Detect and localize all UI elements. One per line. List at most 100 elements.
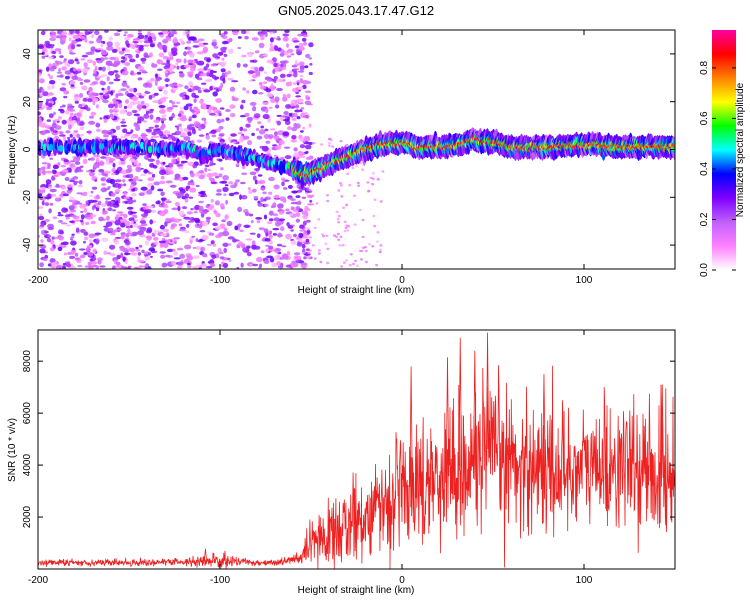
noise-cell (298, 61, 305, 67)
noise-cell (290, 240, 297, 246)
noise-cell (69, 255, 76, 259)
noise-cell (48, 208, 52, 214)
noise-cell (119, 109, 126, 115)
noise-cell (58, 50, 62, 55)
noise-cell (279, 210, 285, 214)
noise-cell (79, 121, 85, 126)
noise-cell (89, 157, 95, 161)
noise-cell (49, 157, 54, 160)
noise-cell (331, 145, 335, 148)
noise-cell (173, 177, 180, 181)
noise-cell (185, 187, 189, 192)
noise-cell (260, 250, 265, 254)
noise-cell (111, 173, 117, 176)
noise-cell (193, 255, 200, 259)
noise-cell (86, 59, 93, 63)
noise-cell (268, 245, 274, 250)
noise-cell (209, 85, 213, 91)
noise-cell (184, 244, 192, 250)
noise-cell (273, 217, 280, 222)
noise-cell (140, 57, 147, 62)
noise-cell (118, 102, 123, 109)
noise-cell (122, 128, 128, 133)
noise-cell (206, 173, 214, 178)
noise-cell (110, 115, 115, 120)
noise-cell (73, 96, 81, 102)
x-tick-label: 100 (576, 275, 593, 286)
noise-cell (172, 248, 176, 252)
noise-cell (135, 100, 143, 105)
noise-cell (128, 217, 135, 222)
noise-cell (172, 50, 177, 57)
noise-cell (220, 47, 227, 52)
noise-cell (99, 117, 103, 120)
noise-cell (42, 104, 48, 109)
noise-cell (183, 217, 192, 220)
noise-cell (197, 126, 202, 131)
noise-cell (73, 157, 81, 162)
noise-cell (306, 229, 311, 235)
noise-cell (40, 239, 44, 243)
noise-cell (242, 63, 248, 68)
noise-cell (127, 198, 134, 205)
noise-cell (69, 52, 76, 55)
noise-cell (337, 238, 341, 241)
noise-cell (162, 44, 168, 51)
noise-cell (276, 114, 283, 117)
noise-cell (199, 170, 204, 174)
noise-cell (38, 226, 44, 229)
noise-cell (212, 39, 217, 43)
noise-cell (224, 214, 229, 220)
noise-cell (140, 132, 147, 138)
noise-cell (229, 104, 236, 109)
noise-cell (122, 200, 126, 204)
noise-cell (49, 247, 55, 252)
noise-cell (103, 134, 109, 138)
noise-cell (79, 203, 87, 209)
noise-cell (66, 261, 71, 265)
noise-cell (209, 262, 215, 267)
noise-cell (127, 104, 133, 109)
noise-cell (305, 95, 309, 99)
noise-cell (213, 209, 217, 215)
noise-cell (295, 123, 301, 129)
noise-cell (51, 176, 56, 181)
noise-cell (162, 136, 169, 140)
noise-cell (170, 224, 175, 230)
noise-cell (199, 99, 204, 105)
noise-cell (83, 251, 88, 256)
noise-cell (98, 66, 103, 71)
noise-cell (53, 111, 56, 116)
noise-cell (213, 109, 218, 114)
noise-cell (90, 34, 95, 39)
noise-cell (195, 238, 199, 242)
noise-cell (264, 197, 268, 200)
noise-cell (83, 207, 87, 213)
noise-cell (69, 133, 73, 138)
noise-cell (62, 36, 67, 42)
noise-cell (254, 50, 260, 54)
noise-cell (148, 95, 153, 100)
noise-cell (158, 52, 165, 58)
noise-cell (282, 96, 288, 102)
noise-cell (282, 198, 287, 203)
noise-cell (364, 260, 368, 264)
noise-cell (68, 205, 75, 211)
noise-cell (176, 65, 180, 70)
noise-cell (152, 135, 160, 138)
noise-cell (245, 123, 251, 128)
noise-cell (199, 230, 206, 233)
x-tick-label: 100 (576, 575, 593, 586)
noise-cell (187, 59, 194, 64)
noise-cell (63, 135, 66, 141)
noise-cell (294, 109, 301, 113)
snr-series (38, 332, 675, 569)
noise-cell (192, 40, 200, 44)
noise-cell (104, 197, 112, 200)
noise-cell (299, 224, 305, 229)
noise-cell (286, 55, 291, 58)
noise-cell (200, 73, 207, 77)
noise-cell (129, 173, 134, 179)
noise-cell (266, 221, 273, 225)
